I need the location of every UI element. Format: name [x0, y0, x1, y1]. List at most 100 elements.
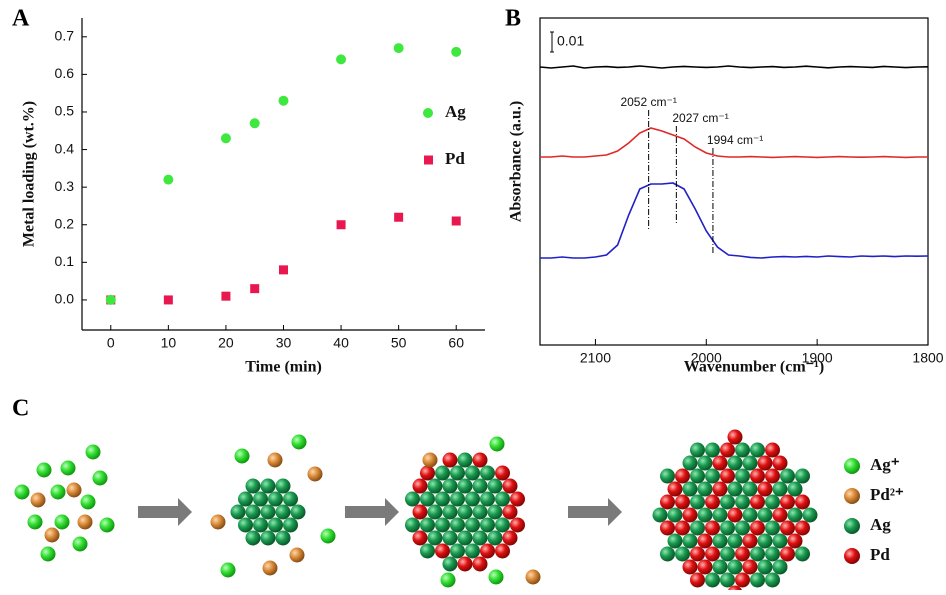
particle	[37, 463, 52, 478]
particle	[253, 517, 268, 532]
particle	[283, 492, 298, 507]
particle	[510, 492, 525, 507]
legend-label: Ag	[870, 515, 891, 534]
point	[250, 118, 260, 128]
particle	[690, 495, 705, 510]
particle	[698, 482, 713, 497]
particle	[765, 520, 780, 535]
particle	[713, 533, 728, 548]
particle	[750, 546, 765, 561]
particle	[211, 515, 226, 530]
x-tick-label: 40	[333, 335, 349, 351]
particle	[773, 533, 788, 548]
particle	[420, 466, 435, 481]
particle	[728, 482, 743, 497]
annotation-label: 1994 cm⁻¹	[707, 133, 763, 147]
point	[250, 284, 259, 293]
particle	[450, 492, 465, 507]
particle	[795, 520, 810, 535]
particle	[788, 533, 803, 548]
particle	[750, 495, 765, 510]
particle	[735, 495, 750, 510]
particle	[31, 493, 46, 508]
particle	[321, 529, 336, 544]
scale-bar	[550, 32, 554, 52]
particle	[750, 520, 765, 535]
particle	[705, 546, 720, 561]
particle	[238, 492, 253, 507]
particle	[465, 543, 480, 558]
particle	[675, 546, 690, 561]
particle	[268, 492, 283, 507]
point	[279, 265, 288, 274]
legend-label: Pd²⁺	[870, 485, 904, 504]
particle	[465, 517, 480, 532]
particle	[28, 515, 43, 530]
particle	[292, 435, 307, 450]
point	[452, 216, 461, 225]
particle	[435, 543, 450, 558]
particle	[750, 443, 765, 458]
particle	[495, 543, 510, 558]
particle	[660, 546, 675, 561]
x-tick-label: 50	[391, 335, 407, 351]
point	[336, 54, 346, 64]
y-axis-label: Metal loading (wt.%)	[21, 101, 38, 247]
particle	[773, 456, 788, 471]
particle	[428, 505, 443, 520]
particle	[503, 479, 518, 494]
y-tick-label: 0.3	[55, 178, 75, 194]
point	[106, 295, 116, 305]
particle	[86, 445, 101, 460]
particle	[765, 546, 780, 561]
y-axis-label: Absorbance (a.u.)	[508, 101, 525, 222]
particle	[690, 469, 705, 484]
particle	[308, 467, 323, 482]
particle	[743, 482, 758, 497]
particle	[773, 559, 788, 574]
particle	[728, 456, 743, 471]
particle	[780, 520, 795, 535]
particle	[705, 520, 720, 535]
x-axis-label: Time (min)	[245, 359, 322, 376]
particle	[526, 570, 541, 585]
particle	[435, 466, 450, 481]
particle	[690, 520, 705, 535]
particle	[735, 520, 750, 535]
particle	[780, 546, 795, 561]
particle	[443, 479, 458, 494]
particle	[246, 479, 261, 494]
particle	[844, 488, 860, 504]
particle	[683, 482, 698, 497]
x-tick-label: 30	[276, 335, 292, 351]
particle	[423, 453, 438, 468]
particle	[795, 546, 810, 561]
particle	[488, 530, 503, 545]
point	[164, 295, 173, 304]
particle	[276, 505, 291, 520]
panel-label: C	[12, 396, 29, 422]
point	[221, 133, 231, 143]
y-tick-label: 0.2	[55, 215, 75, 231]
particle	[458, 479, 473, 494]
particle	[795, 469, 810, 484]
particle	[428, 530, 443, 545]
scale-bar-label: 0.01	[557, 33, 584, 49]
particle	[413, 479, 428, 494]
particle	[683, 559, 698, 574]
particle	[420, 517, 435, 532]
point	[451, 47, 461, 57]
x-tick-label: 60	[448, 335, 464, 351]
particle	[221, 563, 236, 578]
particle	[705, 443, 720, 458]
particle	[458, 505, 473, 520]
particle	[660, 469, 675, 484]
particle	[720, 520, 735, 535]
annotation-label: 2027 cm⁻¹	[672, 111, 728, 125]
particle	[698, 508, 713, 523]
particle	[758, 533, 773, 548]
particle	[720, 469, 735, 484]
particle	[728, 533, 743, 548]
particle	[765, 443, 780, 458]
legend-marker	[423, 108, 433, 118]
